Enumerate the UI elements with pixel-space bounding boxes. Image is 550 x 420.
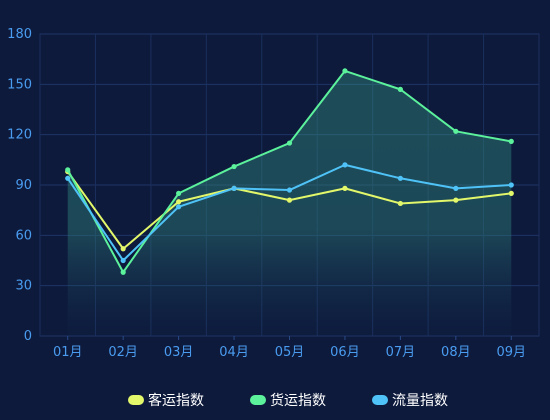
legend-swatch bbox=[128, 395, 144, 405]
data-point[interactable] bbox=[120, 269, 126, 275]
x-tick-label: 04月 bbox=[219, 345, 249, 360]
data-point[interactable] bbox=[65, 167, 71, 173]
x-tick-label: 01月 bbox=[53, 345, 83, 360]
x-tick-label: 02月 bbox=[108, 345, 138, 360]
data-point[interactable] bbox=[120, 246, 126, 252]
data-point[interactable] bbox=[176, 199, 182, 205]
data-point[interactable] bbox=[508, 182, 514, 188]
area-fill bbox=[67, 70, 512, 337]
x-tick-label: 09月 bbox=[497, 345, 527, 360]
y-axis: 0 30 60 90 120 150 180 bbox=[7, 27, 32, 344]
data-point[interactable] bbox=[231, 185, 237, 191]
legend-item[interactable]: 流量指数 bbox=[372, 393, 448, 409]
y-tick-label: 180 bbox=[7, 27, 32, 42]
data-point[interactable] bbox=[397, 200, 403, 207]
y-tick-label: 0 bbox=[24, 329, 32, 344]
y-tick-label: 150 bbox=[7, 77, 32, 92]
data-point[interactable] bbox=[176, 190, 182, 196]
data-point[interactable] bbox=[342, 68, 348, 74]
data-point[interactable] bbox=[397, 175, 403, 181]
y-tick-label: 90 bbox=[15, 178, 32, 193]
x-tick-label: 05月 bbox=[275, 345, 305, 360]
legend-swatch bbox=[372, 395, 388, 405]
y-tick-label: 120 bbox=[7, 128, 32, 143]
y-tick-label: 30 bbox=[15, 279, 32, 294]
legend-swatch bbox=[250, 395, 266, 405]
series-group bbox=[65, 68, 514, 275]
x-tick-label: 06月 bbox=[330, 345, 360, 360]
area-fill-shape bbox=[67, 70, 512, 337]
data-point[interactable] bbox=[342, 185, 348, 191]
data-point[interactable] bbox=[65, 175, 71, 181]
x-tick-label: 07月 bbox=[386, 345, 416, 360]
data-point[interactable] bbox=[453, 128, 459, 134]
data-point[interactable] bbox=[397, 86, 403, 92]
data-point[interactable] bbox=[453, 185, 459, 191]
data-point[interactable] bbox=[508, 190, 514, 196]
data-point[interactable] bbox=[286, 187, 293, 193]
legend-item[interactable]: 客运指数 bbox=[128, 392, 204, 409]
data-point[interactable] bbox=[342, 162, 348, 168]
series-lines bbox=[65, 68, 514, 275]
y-tick-label: 60 bbox=[15, 228, 32, 243]
data-point[interactable] bbox=[120, 257, 126, 264]
series-group bbox=[65, 162, 514, 264]
legend-label: 流量指数 bbox=[392, 393, 448, 409]
data-point[interactable] bbox=[508, 138, 514, 144]
legend[interactable]: 客运指数 货运指数 流量指数 bbox=[128, 392, 448, 409]
data-point[interactable] bbox=[231, 163, 237, 170]
x-tick-label: 08月 bbox=[441, 345, 471, 360]
x-tick-label: 03月 bbox=[164, 345, 194, 360]
data-point[interactable] bbox=[286, 140, 293, 146]
legend-item[interactable]: 货运指数 bbox=[250, 392, 326, 409]
data-point[interactable] bbox=[286, 197, 293, 203]
data-point[interactable] bbox=[176, 204, 182, 210]
data-point[interactable] bbox=[453, 197, 459, 203]
legend-label: 货运指数 bbox=[270, 392, 326, 409]
legend-label: 客运指数 bbox=[148, 392, 204, 409]
x-axis: 01月 02月 03月 04月 05月 06月 07月 08月 09月 bbox=[53, 336, 526, 360]
